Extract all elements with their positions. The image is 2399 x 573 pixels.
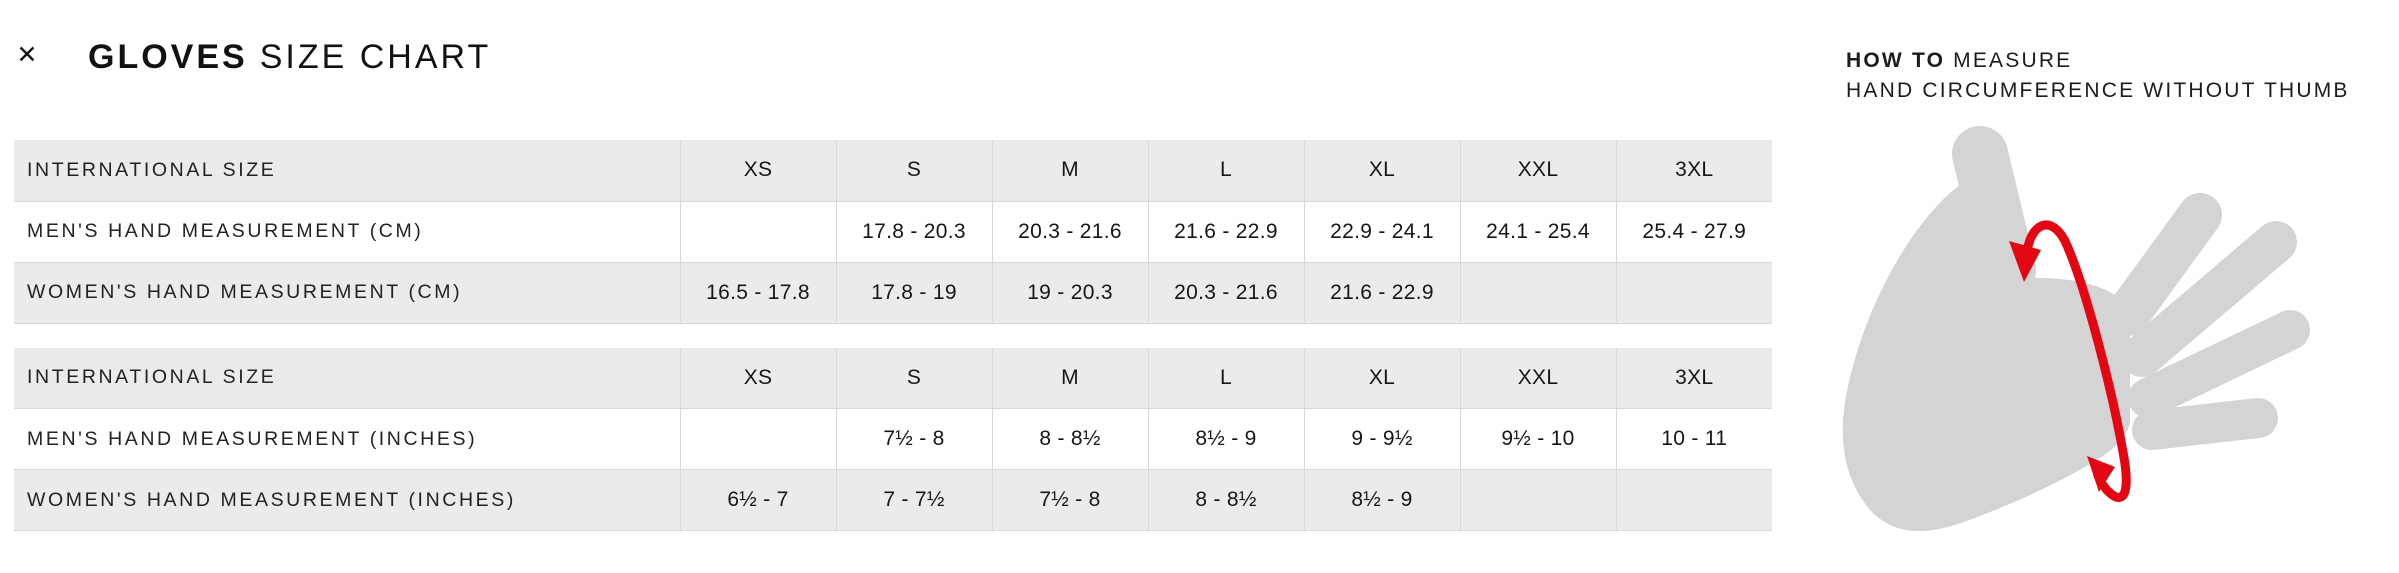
size-cell: 22.9 - 24.1 xyxy=(1303,201,1460,263)
size-cell: 16.5 - 17.8 xyxy=(679,262,836,324)
size-cell: 20.3 - 21.6 xyxy=(1147,262,1304,324)
size-cell: 7 - 7½ xyxy=(835,469,992,531)
howto-line1-rest: MEASURE xyxy=(1953,49,2073,72)
size-cell xyxy=(679,201,836,263)
row-label: WOMEN'S HAND MEASUREMENT (CM) xyxy=(14,262,680,324)
size-cell: 7½ - 8 xyxy=(991,469,1148,531)
size-cell: 17.8 - 20.3 xyxy=(835,201,992,263)
table-row: INTERNATIONAL SIZE XS S M L XL XXL 3XL xyxy=(14,347,1772,409)
size-cell: 8½ - 9 xyxy=(1303,469,1460,531)
size-cell: 8 - 8½ xyxy=(1147,469,1304,531)
size-cell: 9½ - 10 xyxy=(1459,408,1616,470)
size-cell: 8 - 8½ xyxy=(991,408,1148,470)
row-label: MEN'S HAND MEASUREMENT (CM) xyxy=(14,201,680,263)
size-tables: INTERNATIONAL SIZE XS S M L XL XXL 3XL M… xyxy=(14,140,1772,531)
table-row: INTERNATIONAL SIZE XS S M L XL XXL 3XL xyxy=(14,140,1772,202)
size-cell: XS xyxy=(679,140,836,202)
table-row: WOMEN'S HAND MEASUREMENT (CM) 16.5 - 17.… xyxy=(14,262,1772,324)
size-table-inches: INTERNATIONAL SIZE XS S M L XL XXL 3XL M… xyxy=(14,347,1772,531)
hand-illustration xyxy=(1828,112,2388,570)
size-cell xyxy=(1459,469,1616,531)
size-cell: M xyxy=(991,347,1148,409)
table-gap xyxy=(14,324,1772,348)
close-icon: ✕ xyxy=(16,41,38,69)
size-cell: 21.6 - 22.9 xyxy=(1147,201,1304,263)
size-cell: XXL xyxy=(1459,140,1616,202)
size-cell: XL xyxy=(1303,347,1460,409)
row-label: MEN'S HAND MEASUREMENT (INCHES) xyxy=(14,408,680,470)
size-cell: XL xyxy=(1303,140,1460,202)
size-cell: 6½ - 7 xyxy=(679,469,836,531)
size-cell: 25.4 - 27.9 xyxy=(1615,201,1772,263)
size-cell xyxy=(1615,262,1772,324)
howto-line1-bold: HOW TO xyxy=(1846,49,1946,72)
size-cell: 17.8 - 19 xyxy=(835,262,992,324)
size-cell: L xyxy=(1147,140,1304,202)
size-cell: 21.6 - 22.9 xyxy=(1303,262,1460,324)
page-title-suffix: SIZE CHART xyxy=(259,38,492,76)
size-cell: 7½ - 8 xyxy=(835,408,992,470)
page-title: GLOVES SIZE CHART xyxy=(88,38,491,77)
size-cell xyxy=(1615,469,1772,531)
size-cell: S xyxy=(835,140,992,202)
size-cell: 3XL xyxy=(1615,140,1772,202)
size-cell: XS xyxy=(679,347,836,409)
howto-line1: HOW TO MEASURE xyxy=(1846,46,2399,76)
size-cell: L xyxy=(1147,347,1304,409)
size-cell: 3XL xyxy=(1615,347,1772,409)
size-cell xyxy=(679,408,836,470)
size-cell: 9 - 9½ xyxy=(1303,408,1460,470)
size-cell: 8½ - 9 xyxy=(1147,408,1304,470)
page-title-product: GLOVES xyxy=(88,38,248,76)
table-row: WOMEN'S HAND MEASUREMENT (INCHES) 6½ - 7… xyxy=(14,469,1772,531)
size-cell: 10 - 11 xyxy=(1615,408,1772,470)
measure-arrow-icon xyxy=(2009,220,2131,502)
table-row: MEN'S HAND MEASUREMENT (INCHES) 7½ - 8 8… xyxy=(14,408,1772,470)
row-label: INTERNATIONAL SIZE xyxy=(14,140,680,202)
size-cell: S xyxy=(835,347,992,409)
hand-diagram-svg xyxy=(1842,126,2310,532)
howto-heading: HOW TO MEASURE HAND CIRCUMFERENCE WITHOUT… xyxy=(1846,46,2399,106)
size-cell: 20.3 - 21.6 xyxy=(991,201,1148,263)
size-table-cm: INTERNATIONAL SIZE XS S M L XL XXL 3XL M… xyxy=(14,140,1772,324)
size-cell xyxy=(1459,262,1616,324)
howto-line2: HAND CIRCUMFERENCE WITHOUT THUMB xyxy=(1846,79,2350,102)
size-cell: XXL xyxy=(1459,347,1616,409)
size-cell: 24.1 - 25.4 xyxy=(1459,201,1616,263)
close-button[interactable]: ✕ xyxy=(10,38,44,72)
hand-silhouette xyxy=(1842,126,2310,532)
row-label: WOMEN'S HAND MEASUREMENT (INCHES) xyxy=(14,469,680,531)
size-cell: M xyxy=(991,140,1148,202)
row-label: INTERNATIONAL SIZE xyxy=(14,347,680,409)
table-row: MEN'S HAND MEASUREMENT (CM) 17.8 - 20.3 … xyxy=(14,201,1772,263)
size-cell: 19 - 20.3 xyxy=(991,262,1148,324)
